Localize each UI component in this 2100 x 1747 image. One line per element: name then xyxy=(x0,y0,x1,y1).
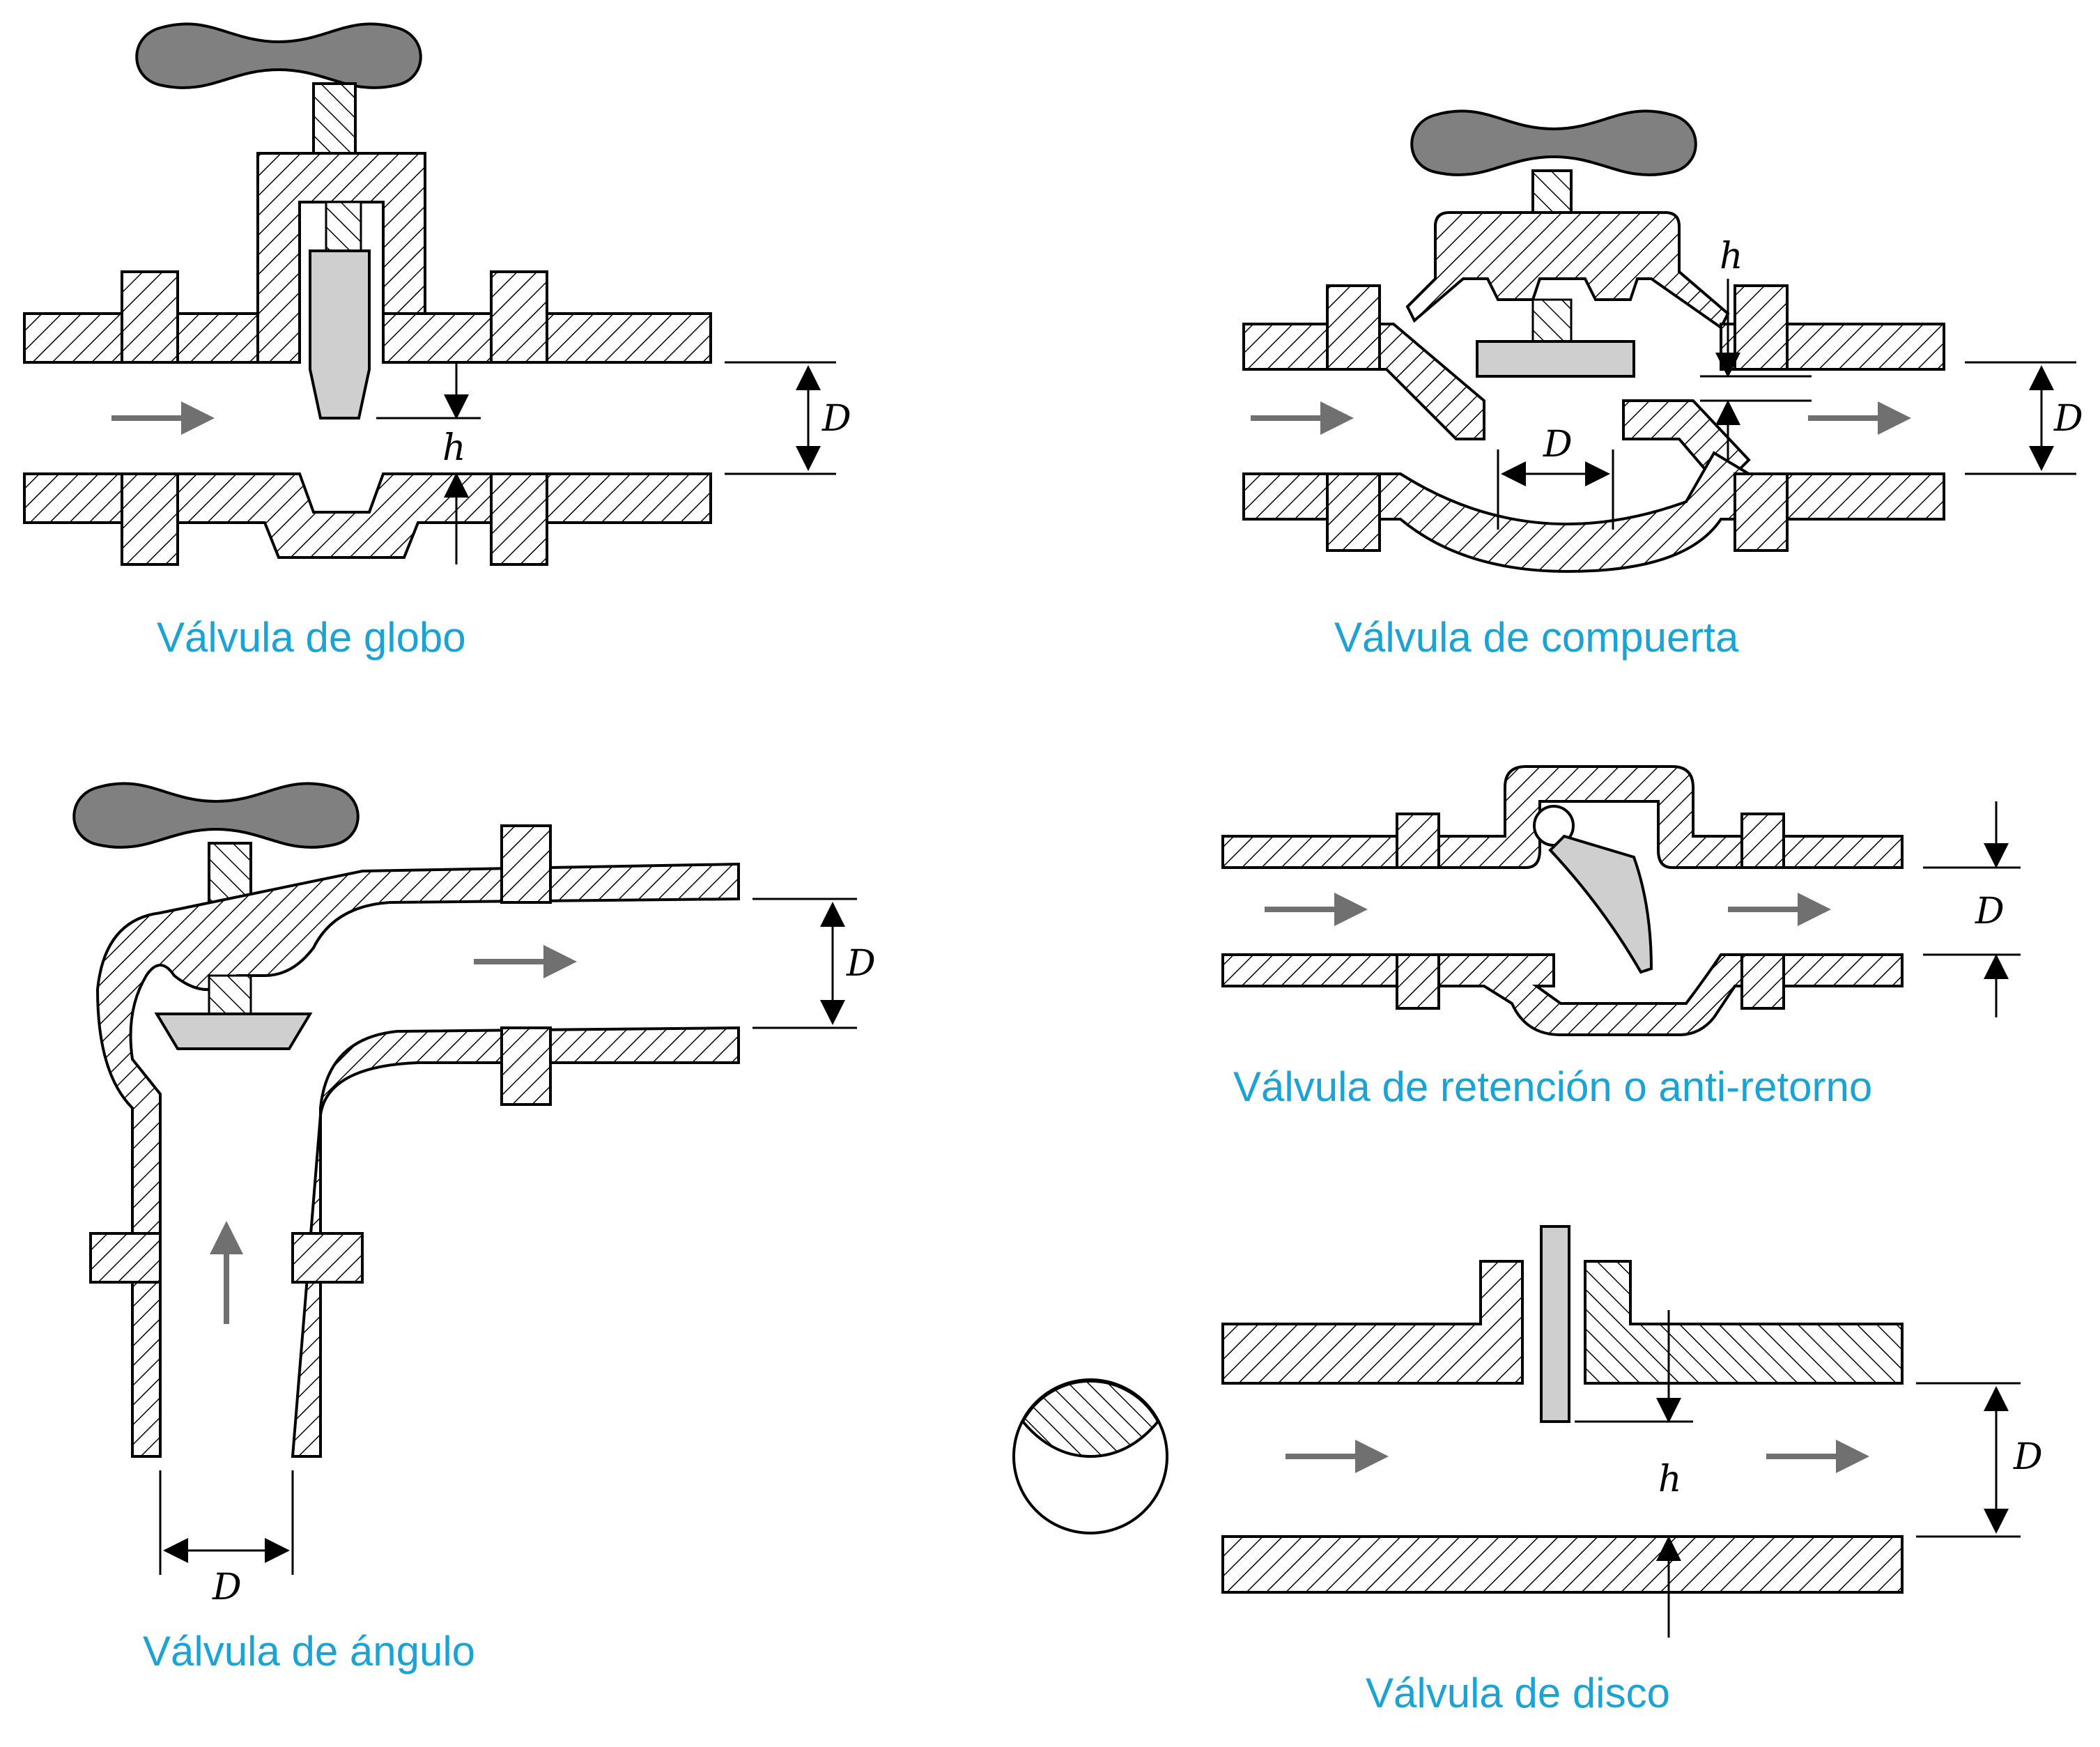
angle-disc xyxy=(154,1013,313,1050)
check-valve: D Válvula de retención o anti-retorno xyxy=(1221,765,2021,1110)
t-handle-icon xyxy=(135,22,422,89)
gate-bonnet xyxy=(1405,211,1730,330)
globe-valve: h D Válvula de globo xyxy=(23,22,851,661)
globe-d-label: D xyxy=(821,398,851,440)
check-body-upper xyxy=(1221,765,1904,869)
gate-valve: D h D Válvula de compuerta xyxy=(1242,109,2083,661)
angle-d-bottom-label: D xyxy=(212,1567,242,1608)
disc-valve: h D Válvula de disco xyxy=(1012,1225,2043,1716)
gate-d-label: D xyxy=(2053,398,2083,440)
globe-plug xyxy=(309,249,371,420)
disc-plate xyxy=(1540,1225,1570,1423)
angle-body xyxy=(95,862,740,1458)
angle-caption: Válvula de ángulo xyxy=(143,1628,475,1675)
disc-caption: Válvula de disco xyxy=(1366,1670,1670,1716)
globe-bonnet xyxy=(256,152,426,364)
gate-caption: Válvula de compuerta xyxy=(1334,614,1739,661)
disc-h-label: h xyxy=(1658,1459,1682,1500)
check-body-lower xyxy=(1221,953,1904,1036)
check-caption: Válvula de retención o anti-retorno xyxy=(1233,1063,1872,1110)
t-handle-icon xyxy=(1410,109,1697,176)
gate-h-label: h xyxy=(1720,236,1743,277)
t-handle-icon xyxy=(72,782,360,849)
angle-d-right-label: D xyxy=(846,943,876,985)
globe-stem xyxy=(312,82,357,155)
globe-caption: Válvula de globo xyxy=(157,614,466,661)
gate-disc xyxy=(1476,340,1635,378)
check-flapper xyxy=(1548,834,1653,974)
gate-d-inner-label: D xyxy=(1543,424,1573,465)
disc-d-label: D xyxy=(2013,1436,2043,1478)
check-d-label: D xyxy=(1975,891,2005,932)
globe-h-label: h xyxy=(442,427,466,469)
angle-valve: D D Válvula de ángulo xyxy=(72,782,876,1675)
